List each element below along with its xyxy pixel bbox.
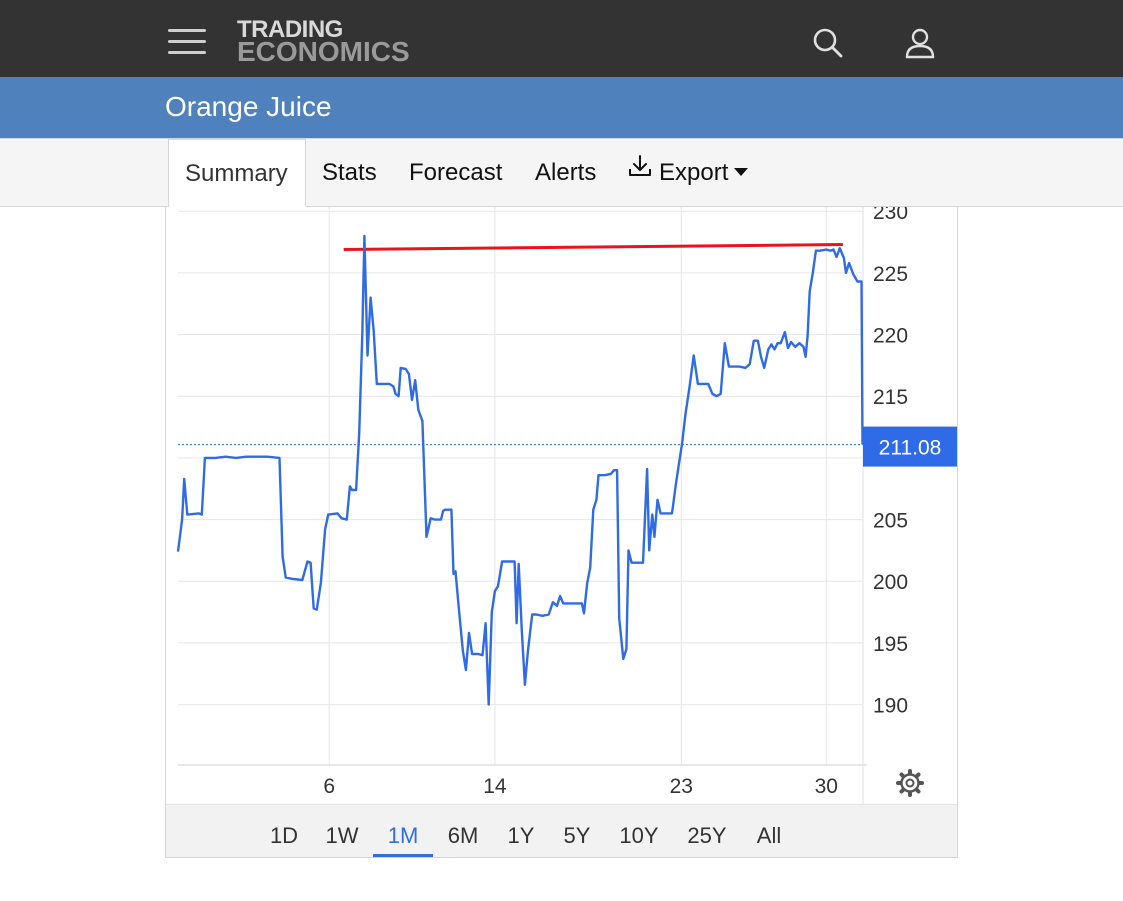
range-5y-button[interactable]: 5Y xyxy=(563,823,591,848)
price-chart[interactable]: 230 225 220 215 205 200 195 190 6 14 23 30 211.08 xyxy=(166,207,957,804)
tab-stats-label: Stats xyxy=(322,159,377,186)
range-all-button[interactable]: All xyxy=(756,823,782,848)
logo-line1: TRADING xyxy=(237,16,343,43)
range-1d-button[interactable]: 1D xyxy=(269,823,299,848)
tab-forecast-label: Forecast xyxy=(409,159,503,186)
user-icon[interactable] xyxy=(903,26,937,60)
tab-bar: Summary Stats Forecast Alerts Export xyxy=(0,138,1123,208)
range-6m-button[interactable]: 6M xyxy=(447,823,479,848)
range-1y-button[interactable]: 1Y xyxy=(507,823,535,848)
time-range-selector: 1D 1W 1M 6M 1Y 5Y 10Y 25Y All xyxy=(165,804,958,858)
y-tick-label: 220 xyxy=(873,325,908,348)
tab-export-label: Export xyxy=(659,159,729,186)
range-25y-button[interactable]: 25Y xyxy=(687,823,727,848)
price-series-line xyxy=(176,234,864,706)
tab-alerts-label: Alerts xyxy=(535,159,597,186)
tab-summary-label: Summary xyxy=(185,160,288,187)
y-tick-label: 230 xyxy=(873,207,908,224)
x-tick-label: 14 xyxy=(483,775,507,798)
tab-alerts[interactable]: Alerts xyxy=(535,139,596,207)
chevron-down-icon xyxy=(734,167,749,176)
download-icon xyxy=(627,138,653,206)
search-icon[interactable] xyxy=(811,26,845,60)
tab-stats[interactable]: Stats xyxy=(322,139,377,207)
site-logo[interactable]: TRADING ECONOMICS xyxy=(237,16,410,67)
last-value-label: 211.08 xyxy=(879,437,942,460)
logo-line2: ECONOMICS xyxy=(237,36,410,67)
tab-export[interactable]: Export xyxy=(627,138,749,207)
tab-summary[interactable]: Summary xyxy=(168,139,306,208)
trend-line xyxy=(343,243,843,251)
tab-forecast[interactable]: Forecast xyxy=(409,139,502,207)
y-tick-label: 200 xyxy=(873,571,908,594)
top-navbar: TRADING ECONOMICS xyxy=(0,0,1123,77)
range-1m-button[interactable]: 1M xyxy=(373,805,433,857)
page-title: Orange Juice xyxy=(165,91,332,122)
y-tick-label: 190 xyxy=(873,695,908,718)
chart-panel: 230 225 220 215 205 200 195 190 6 14 23 30 211.08 xyxy=(165,207,958,858)
last-value-badge xyxy=(863,426,957,467)
y-tick-label: 215 xyxy=(873,386,908,409)
x-tick-label: 6 xyxy=(323,775,335,798)
range-1w-button[interactable]: 1W xyxy=(325,823,359,848)
y-tick-label: 225 xyxy=(873,263,908,286)
title-bar: Orange Juice xyxy=(0,77,1123,138)
hamburger-menu-icon[interactable] xyxy=(168,27,208,57)
range-10y-button[interactable]: 10Y xyxy=(619,823,659,848)
x-tick-label: 30 xyxy=(815,775,838,798)
y-tick-label: 205 xyxy=(873,510,908,533)
y-tick-label: 195 xyxy=(873,633,908,656)
x-tick-label: 23 xyxy=(670,775,693,798)
gear-icon[interactable] xyxy=(896,769,924,797)
